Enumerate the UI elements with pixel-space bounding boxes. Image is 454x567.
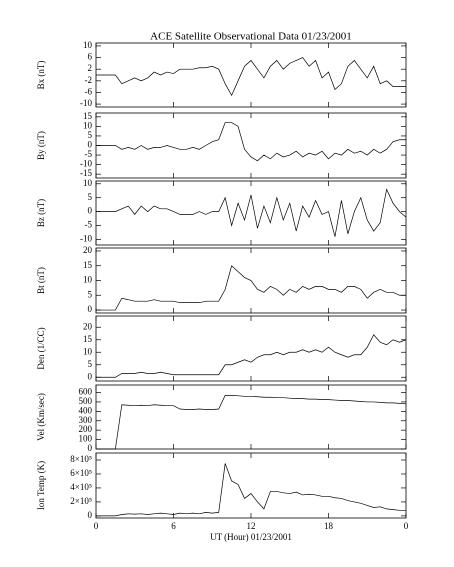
y-tick-label: 2 bbox=[88, 63, 93, 73]
y-tick-label: 5 bbox=[88, 130, 93, 140]
y-tick-label: 2×10⁵ bbox=[70, 496, 92, 506]
y-tick-label: 4×10⁵ bbox=[70, 482, 92, 492]
y-tick-label: 0 bbox=[88, 443, 93, 453]
y-tick-label: -2 bbox=[85, 75, 93, 85]
y-tick-label: 500 bbox=[79, 396, 93, 406]
data-line bbox=[96, 122, 406, 162]
y-tick-label: 6×10⁵ bbox=[70, 468, 92, 478]
y-tick-label: 10 bbox=[83, 120, 93, 130]
y-tick-label: 20 bbox=[83, 245, 93, 255]
data-line bbox=[96, 188, 407, 237]
y-tick-label: 10 bbox=[83, 178, 93, 188]
y-tick-label: 0 bbox=[88, 510, 93, 520]
y-tick-label: -5 bbox=[85, 220, 93, 230]
y-tick-label: 5 bbox=[88, 289, 93, 299]
y-axis-label: Bx (nT) bbox=[36, 61, 46, 90]
panel-frame bbox=[95, 315, 407, 382]
panel-frame bbox=[95, 180, 407, 246]
y-tick-label: -15 bbox=[80, 168, 92, 178]
y-tick-label: 200 bbox=[79, 424, 93, 434]
panel-frame bbox=[95, 112, 407, 179]
data-line bbox=[96, 57, 406, 97]
x-axis-label: UT (Hour) 01/23/2001 bbox=[210, 532, 292, 542]
y-tick-label: 8×10⁵ bbox=[70, 454, 92, 464]
y-tick-label: 400 bbox=[79, 405, 93, 415]
y-tick-label: -10 bbox=[80, 98, 92, 108]
x-tick-label: 6 bbox=[171, 521, 176, 531]
data-line bbox=[96, 265, 406, 311]
y-axis-label: Ion Temp (K) bbox=[36, 461, 46, 510]
x-tick-label: 18 bbox=[324, 521, 334, 531]
y-tick-label: 5 bbox=[88, 192, 93, 202]
y-tick-label: 20 bbox=[83, 321, 93, 331]
x-tick-label: 12 bbox=[247, 521, 256, 531]
y-tick-label: 100 bbox=[79, 434, 93, 444]
y-tick-label: 10 bbox=[83, 346, 93, 356]
y-axis-label: Vel (Km/sec) bbox=[36, 393, 46, 441]
panel-frame bbox=[95, 384, 407, 450]
y-tick-label: 10 bbox=[83, 275, 93, 285]
y-axis-label: Bt (nT) bbox=[36, 267, 46, 294]
y-axis-label: By (nT) bbox=[36, 131, 46, 160]
y-tick-label: 5 bbox=[88, 359, 93, 369]
chart-title: ACE Satellite Observational Data 01/23/2… bbox=[150, 31, 352, 43]
y-tick-label: -10 bbox=[80, 233, 92, 243]
y-axis-label: Den (1/CC) bbox=[36, 327, 46, 369]
y-tick-label: 15 bbox=[83, 334, 93, 344]
y-tick-label: 0 bbox=[88, 371, 93, 381]
panel-frame bbox=[95, 452, 407, 519]
y-tick-label: 300 bbox=[79, 415, 93, 425]
y-tick-label: 10 bbox=[83, 40, 93, 50]
y-tick-label: 15 bbox=[83, 111, 93, 121]
y-tick-label: 15 bbox=[83, 260, 93, 270]
y-tick-label: 600 bbox=[79, 387, 93, 397]
y-tick-label: 0 bbox=[88, 206, 93, 216]
data-line bbox=[96, 334, 407, 378]
panel-frame bbox=[95, 42, 407, 108]
y-axis-label: Bz (nT) bbox=[36, 199, 46, 227]
x-tick-label: 0 bbox=[94, 521, 99, 531]
data-line bbox=[96, 395, 407, 450]
y-tick-label: 6 bbox=[88, 52, 93, 62]
y-tick-label: -5 bbox=[85, 149, 93, 159]
y-tick-label: -10 bbox=[80, 159, 92, 169]
y-tick-label: 0 bbox=[88, 304, 93, 314]
y-tick-label: 0 bbox=[88, 140, 93, 150]
y-tick-label: -6 bbox=[85, 87, 93, 97]
x-tick-label: 0 bbox=[404, 521, 409, 531]
data-line bbox=[96, 463, 406, 517]
